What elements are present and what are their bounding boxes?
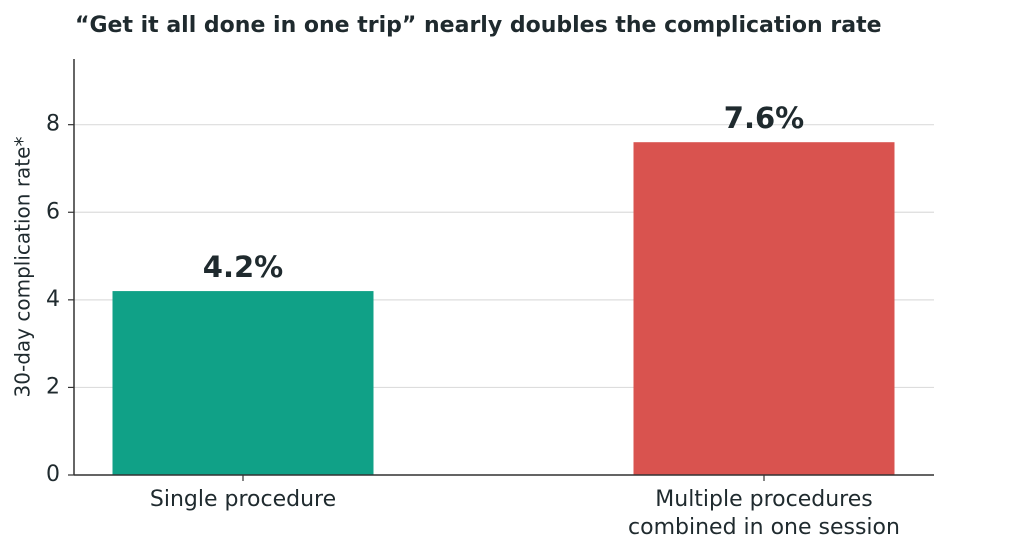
y-tick-label: 0	[46, 462, 60, 487]
value-label: 7.6%	[724, 101, 804, 135]
chart-title: “Get it all done in one trip” nearly dou…	[75, 13, 882, 38]
y-tick-label: 6	[46, 199, 60, 224]
bar	[633, 142, 895, 475]
y-tick-label: 2	[46, 374, 60, 399]
value-label: 4.2%	[203, 250, 283, 284]
y-tick-label: 4	[46, 287, 60, 312]
x-tick-label: Single procedure	[150, 487, 336, 512]
y-axis-label: 30-day complication rate*	[11, 137, 35, 398]
bar	[112, 291, 374, 475]
y-tick-label: 8	[46, 112, 60, 137]
x-tick-label: Multiple procedures combined in one sessi…	[628, 487, 900, 540]
